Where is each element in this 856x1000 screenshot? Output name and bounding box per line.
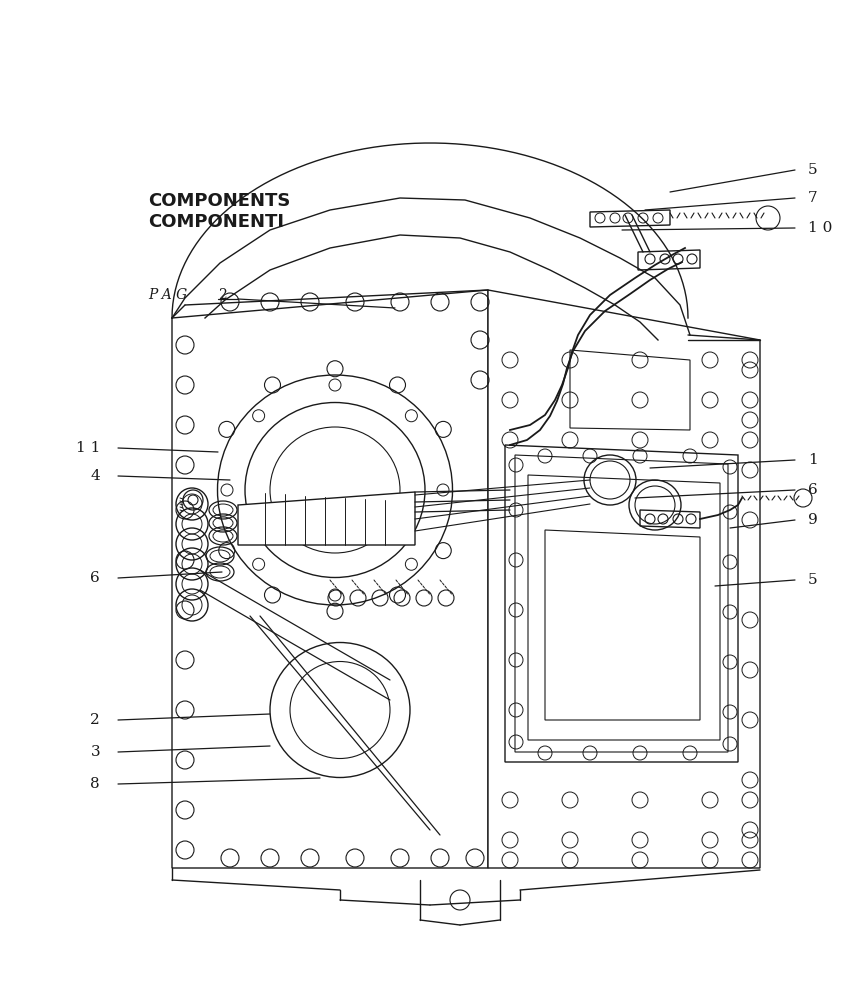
Polygon shape — [640, 510, 700, 528]
Polygon shape — [238, 492, 415, 545]
Text: 2: 2 — [218, 288, 227, 302]
Text: P A G: P A G — [148, 288, 187, 302]
Text: COMPONENTS
COMPONENTI: COMPONENTS COMPONENTI — [148, 192, 290, 231]
Polygon shape — [488, 290, 760, 868]
Text: 1: 1 — [808, 453, 817, 467]
Text: 9: 9 — [808, 513, 817, 527]
Text: 6: 6 — [90, 571, 100, 585]
Text: 1 0: 1 0 — [808, 221, 832, 235]
Text: 4: 4 — [90, 469, 100, 483]
Text: 2: 2 — [90, 713, 100, 727]
Text: 7: 7 — [808, 191, 817, 205]
Text: 8: 8 — [91, 777, 100, 791]
Text: 5: 5 — [808, 573, 817, 587]
Text: 3: 3 — [91, 745, 100, 759]
Polygon shape — [172, 290, 488, 868]
Text: 5: 5 — [808, 163, 817, 177]
Polygon shape — [638, 250, 700, 270]
Polygon shape — [590, 210, 670, 227]
Text: 1 1: 1 1 — [75, 441, 100, 455]
Text: 6: 6 — [808, 483, 817, 497]
